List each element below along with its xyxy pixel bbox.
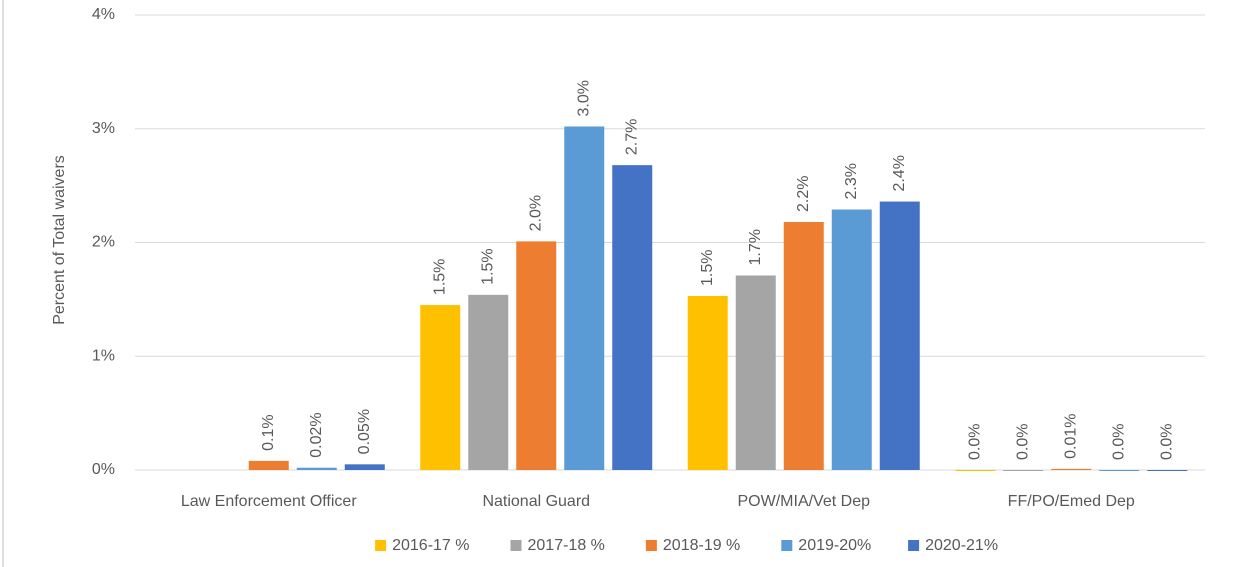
data-label: 0.1% [260,414,277,450]
legend-label: 2017-18 % [528,537,605,554]
legend-swatch [908,540,920,551]
bar [564,126,605,470]
data-label: 3.0% [575,80,592,116]
bar [516,241,557,470]
data-label: 0.01% [1062,413,1079,458]
bar [1003,470,1044,471]
x-tick-label: National Guard [482,493,590,510]
data-label: 0.02% [308,412,325,457]
bar [783,222,824,470]
bar [735,275,776,470]
legend-swatch [645,540,657,551]
legend-swatch [375,540,387,551]
bar [296,467,337,470]
data-label: 2.4% [891,155,908,191]
data-label: 2.2% [795,176,812,212]
y-axis-label: Percent of Total waivers [51,155,68,325]
legend-swatch [510,540,522,551]
data-label: 0.0% [1158,424,1175,460]
data-label: 1.5% [699,249,716,285]
data-label: 0.0% [966,424,983,460]
data-label: 1.5% [431,259,448,295]
data-label: 0.05% [356,409,373,454]
legend-label: 2016-17 % [392,537,469,554]
bar [612,165,653,470]
bar [248,460,289,470]
bar [955,470,996,471]
bar [1147,470,1188,471]
bar [879,201,920,471]
bar [1099,470,1140,471]
data-label: 2.0% [527,195,544,231]
bar [468,294,509,470]
data-label: 2.3% [843,163,860,199]
legend-label: 2018-19 % [663,537,740,554]
legend-swatch [781,540,793,551]
y-tick-label: 3% [92,120,115,137]
y-tick-label: 2% [92,234,115,251]
legend-label: 2020-21% [925,537,998,554]
bar [420,305,461,470]
bar [687,295,728,470]
y-tick-label: 4% [92,6,115,23]
y-tick-label: 0% [92,461,115,478]
x-tick-label: POW/MIA/Vet Dep [738,493,871,510]
data-label: 1.7% [747,229,764,265]
x-tick-label: Law Enforcement Officer [181,493,357,510]
bar [1051,468,1092,470]
bar [831,209,872,470]
data-label: 1.5% [479,248,496,284]
x-tick-label: FF/PO/Emed Dep [1008,493,1135,510]
data-label: 2.7% [623,119,640,155]
legend-label: 2019-20% [798,537,871,554]
bar [344,464,385,470]
data-label: 0.0% [1110,424,1127,460]
y-tick-label: 1% [92,347,115,364]
data-label: 0.0% [1014,424,1031,460]
